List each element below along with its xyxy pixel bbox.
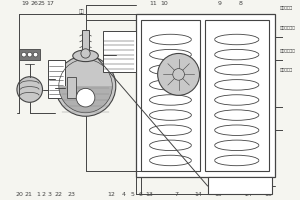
Text: 8: 8 (238, 1, 242, 6)
Text: 25: 25 (38, 1, 45, 6)
Text: 冷、热水出水: 冷、热水出水 (280, 49, 296, 53)
Bar (82, 30, 89, 51)
Text: 5: 5 (130, 192, 134, 197)
Text: 15: 15 (214, 192, 222, 197)
Circle shape (22, 52, 26, 57)
Bar (103, 31, 136, 72)
Ellipse shape (73, 50, 98, 62)
Text: 11: 11 (149, 1, 157, 6)
Text: 冷、热水进水: 冷、热水进水 (280, 26, 296, 30)
Text: 冷却水进水: 冷却水进水 (280, 6, 293, 10)
Circle shape (76, 88, 95, 107)
Text: 排烟: 排烟 (79, 9, 85, 14)
Text: 22: 22 (55, 192, 63, 197)
Text: 21: 21 (25, 192, 32, 197)
Circle shape (33, 52, 38, 57)
Text: 17: 17 (47, 1, 55, 6)
Bar (67, 77, 76, 98)
Text: 20: 20 (15, 192, 23, 197)
Bar (141, 20, 200, 171)
Text: 4: 4 (122, 192, 126, 197)
Text: 12: 12 (107, 192, 115, 197)
Bar (48, 60, 64, 98)
Text: 1: 1 (36, 192, 40, 197)
Text: 19: 19 (21, 1, 29, 6)
Bar (19, 49, 40, 60)
Text: 3: 3 (47, 192, 52, 197)
Bar (136, 14, 275, 177)
Circle shape (173, 69, 184, 80)
Text: 冷却水出水: 冷却水出水 (280, 68, 293, 72)
Text: 14: 14 (194, 192, 202, 197)
Circle shape (81, 49, 90, 58)
Bar (205, 20, 269, 171)
Text: 26: 26 (30, 1, 38, 6)
Text: 7: 7 (174, 192, 178, 197)
Circle shape (17, 77, 43, 102)
Bar (208, 177, 272, 194)
Text: 23: 23 (68, 192, 76, 197)
Text: 16: 16 (264, 192, 272, 197)
Text: 13: 13 (146, 192, 154, 197)
Text: 10: 10 (161, 1, 169, 6)
Text: 2: 2 (42, 192, 46, 197)
Circle shape (27, 52, 32, 57)
Wedge shape (59, 86, 112, 113)
Circle shape (158, 53, 200, 95)
Text: 6: 6 (138, 192, 142, 197)
Circle shape (55, 56, 116, 116)
Text: 9: 9 (217, 1, 221, 6)
Text: 24: 24 (244, 192, 252, 197)
